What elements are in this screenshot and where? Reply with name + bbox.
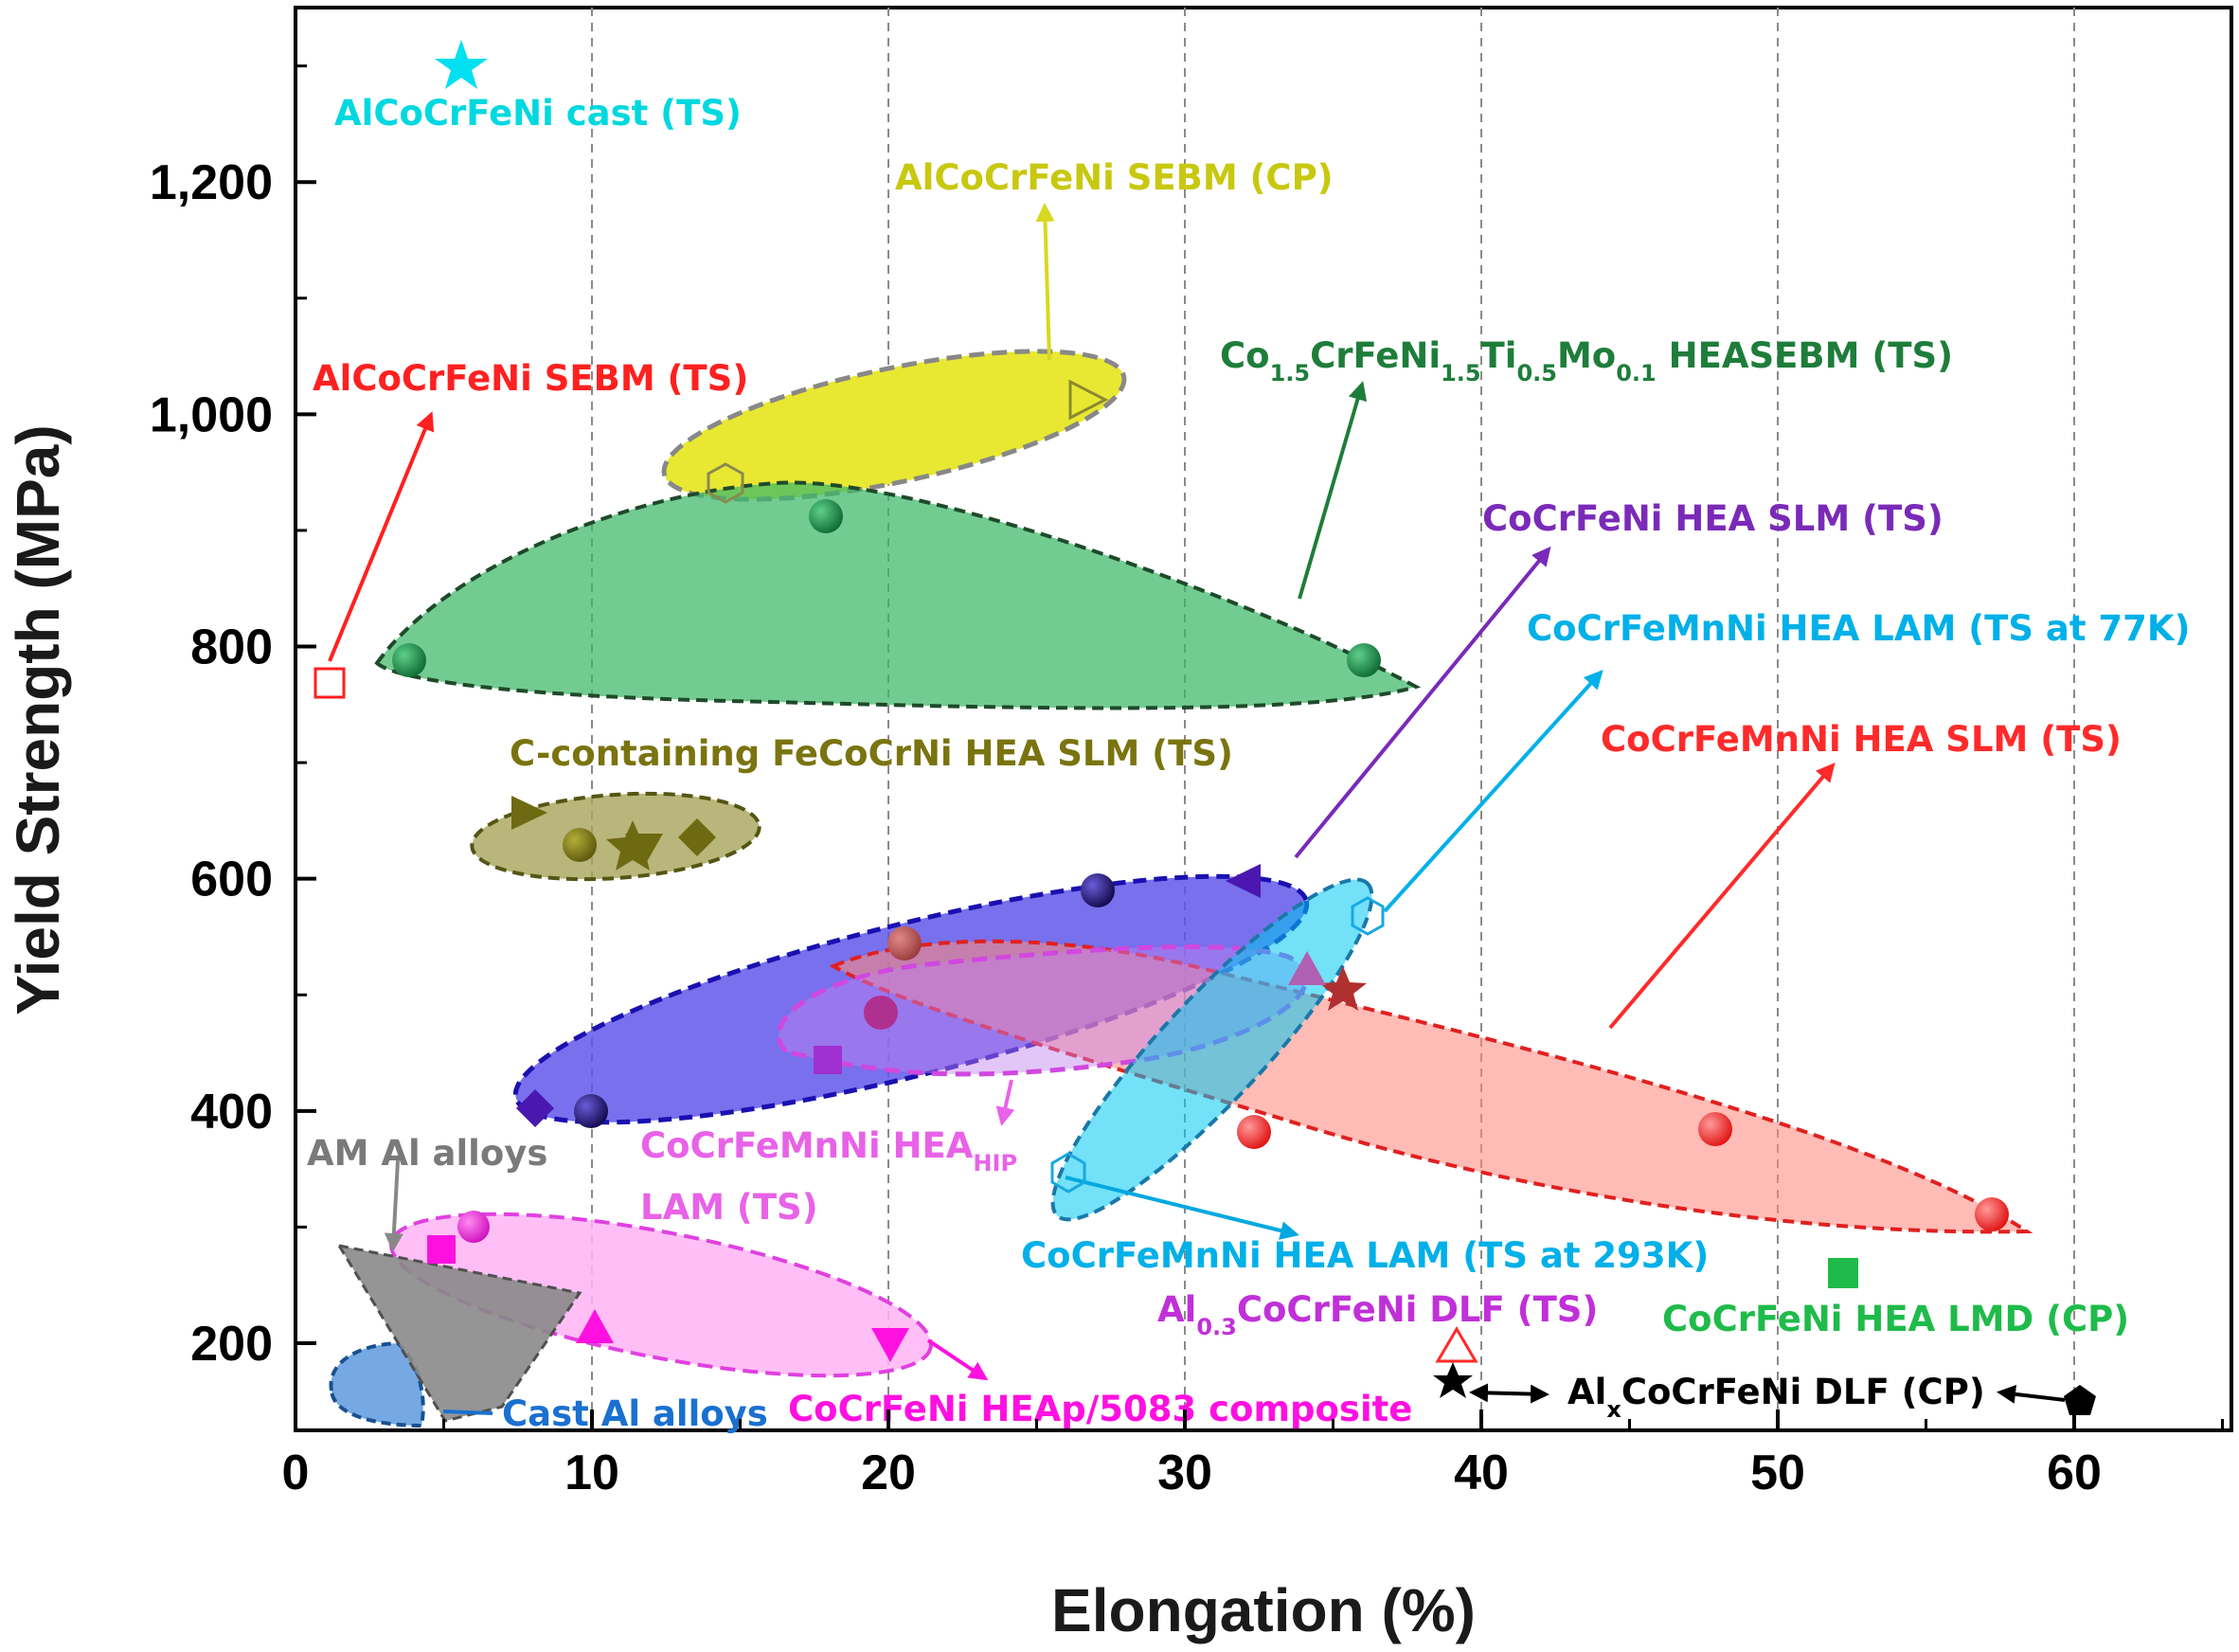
marker-composite-triangle-down (871, 1328, 909, 1362)
x-tick-label-10: 10 (564, 1446, 619, 1500)
label-composite: CoCrFeNi HEAp/5083 composite (788, 1389, 1412, 1429)
marker-alx-star (1433, 1362, 1473, 1398)
label-cast-al-alloys: Cast Al alloys (502, 1393, 768, 1434)
label-hip-line-2: LAM (TS) (640, 1187, 818, 1228)
x-tick-label-60: 60 (2047, 1446, 2102, 1500)
marker-hip-sphere (864, 996, 898, 1030)
data-regions (329, 349, 2033, 1428)
arrow-lam77 (1383, 670, 1603, 913)
marker-cocrfeni-sphere-2 (1081, 873, 1115, 907)
x-tick-label-0: 0 (282, 1446, 310, 1500)
y-tick-label-200: 200 (190, 1317, 273, 1372)
marker-ccontaining-diamond (678, 818, 716, 856)
x-tick-label-40: 40 (1454, 1446, 1509, 1500)
label-al03-dlf: Al0.3CoCrFeNi DLF (TS) (1157, 1289, 1598, 1340)
label-cocrfemnni-slm: CoCrFeMnNi HEA SLM (TS) (1601, 719, 2122, 760)
marker-slm-star (1319, 966, 1367, 1011)
marker-alcocrfeni-cast-star (435, 40, 488, 89)
arrow-am-al (384, 1159, 403, 1252)
marker-co15-point-3 (1347, 643, 1381, 677)
x-tick-label-50: 50 (1750, 1446, 1805, 1500)
marker-slm-sphere-4 (1975, 1197, 2009, 1231)
x-tick-label-30: 30 (1157, 1446, 1212, 1500)
marker-al03-triangle (1435, 1326, 1478, 1363)
marker-lam77-hexagon (1351, 896, 1385, 936)
arrow-sebm-cp (1035, 203, 1055, 361)
marker-co15-point-1 (392, 643, 426, 677)
arrow-alx-right (1997, 1384, 2066, 1404)
label-co15-sebm: Co1.5CrFeNi1.5Ti0.5Mo0.1 HEASEBM (TS) (1220, 335, 1953, 386)
marker-ccontaining-triangle (511, 796, 547, 830)
marker-slm-sphere-3 (1698, 1112, 1732, 1146)
marker-cocrfeni-diamond (516, 1089, 554, 1127)
region-c-containing-fecocrni (470, 791, 761, 882)
region-cast-al-alloys (329, 1340, 425, 1428)
marker-composite-square (427, 1235, 456, 1264)
y-axis: 200 400 600 800 1,000 1,200 (150, 64, 316, 1372)
label-cocrfeni-hea-slm: CoCrFeNi HEA SLM (TS) (1482, 498, 1943, 539)
y-axis-title: Yield Strength (MPa) (4, 424, 72, 1015)
region-am-al-alloys (335, 1243, 582, 1423)
label-am-al-alloys: AM Al alloys (307, 1133, 547, 1174)
y-tick-label-800: 800 (190, 620, 273, 675)
label-alcocrfeni-sebm-cp: AlCoCrFeNi SEBM (CP) (895, 157, 1334, 198)
marker-slm-sphere-1 (887, 926, 922, 961)
label-alx-dlf: AlxCoCrFeNi DLF (CP) (1567, 1372, 1985, 1423)
marker-sebm-ts-square (313, 667, 346, 699)
label-lam-77k: CoCrFeMnNi HEA LAM (TS at 77K) (1527, 608, 2191, 649)
annotation-arrows (328, 203, 2066, 1415)
marker-hip-square (814, 1046, 842, 1074)
y-tick-label-1200: 1,200 (150, 155, 273, 210)
annotation-labels: AlCoCrFeNi cast (TS) AlCoCrFeNi SEBM (CP… (307, 93, 2191, 1434)
label-c-containing-fecocrni: C-containing FeCoCrNi HEA SLM (TS) (510, 733, 1233, 774)
marker-ccontaining-down-triangle (625, 834, 663, 867)
y-tick-label-400: 400 (190, 1085, 273, 1140)
plot-area: AlCoCrFeNi cast (TS) AlCoCrFeNi SEBM (CP… (294, 6, 2233, 1434)
marker-lam293-hexagon (1050, 1152, 1086, 1194)
region-co15-sebm-ts (374, 480, 1422, 710)
region-cocrfemnni-lam (1050, 877, 1374, 1222)
y-tick-label-600: 600 (190, 853, 273, 907)
arrow-lam293 (1065, 1176, 1299, 1240)
arrow-hip (995, 1079, 1015, 1126)
marker-alx-pentagon (2064, 1385, 2096, 1415)
marker-slm-sphere-2 (1237, 1115, 1271, 1149)
region-alcocrfeni-sebm-cp (661, 349, 1127, 502)
arrow-composite (926, 1338, 989, 1381)
marker-composite-sphere (457, 1211, 490, 1243)
label-hip-line-1: CoCrFeMnNi HEAHIP (640, 1125, 1017, 1176)
x-tick-label-20: 20 (861, 1446, 916, 1500)
data-markers (313, 40, 2096, 1415)
marker-lmd-square (1828, 1258, 1858, 1288)
arrow-co15 (1298, 381, 1368, 600)
marker-hip-triangle (1288, 951, 1326, 985)
x-axis: 0 10 20 30 40 50 60 (282, 1410, 2224, 1500)
marker-co15-point-2 (809, 499, 843, 533)
marker-cocrfeni-sphere-1 (574, 1094, 608, 1128)
marker-sebm-cp-triangle (1068, 379, 1109, 421)
marker-ccontaining-sphere (563, 828, 597, 862)
arrow-sebm-ts (328, 411, 435, 662)
x-axis-title: Elongation (%) (1051, 1576, 1476, 1644)
label-lam-293k: CoCrFeMnNi HEA LAM (TS at 293K) (1021, 1235, 1709, 1276)
label-alcocrfeni-cast: AlCoCrFeNi cast (TS) (334, 93, 742, 134)
marker-cocrfeni-triangle (1226, 864, 1261, 898)
arrow-slm (1608, 762, 1836, 1030)
arrow-cast-al (442, 1410, 493, 1415)
marker-composite-triangle-up (576, 1309, 614, 1343)
label-alcocrfeni-sebm-ts: AlCoCrFeNi SEBM (TS) (313, 358, 748, 399)
arrow-alx-left (1469, 1383, 1549, 1404)
label-cocrfeni-lmd: CoCrFeNi HEA LMD (CP) (1662, 1299, 2129, 1339)
y-tick-label-1000: 1,000 (150, 387, 273, 442)
marker-sebm-cp-hexagon (707, 462, 744, 504)
arrow-cocrfeni-slm (1294, 546, 1551, 859)
